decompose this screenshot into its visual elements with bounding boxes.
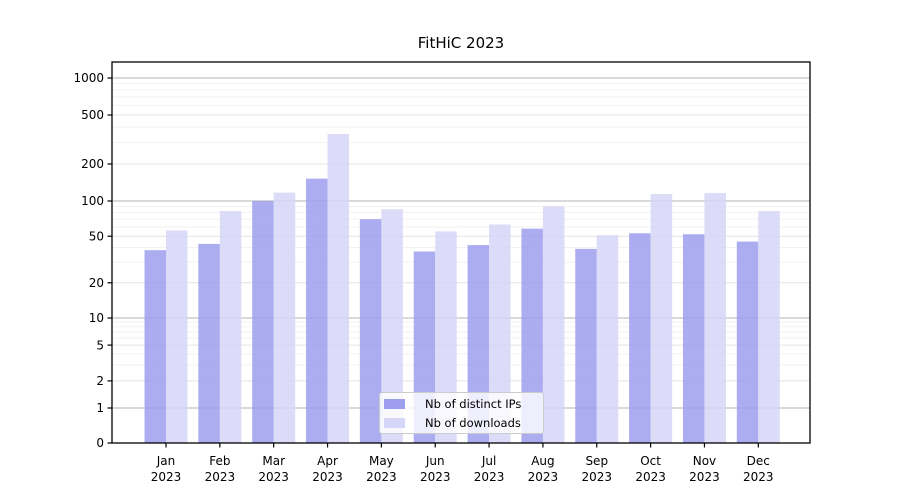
bar-ips-may <box>359 219 382 443</box>
plot-border <box>111 61 811 444</box>
legend-label-distinct-ips: Nb of distinct IPs <box>425 396 522 411</box>
y-tick-label: 1000 <box>73 71 104 85</box>
x-tick-label-year: 2023 <box>258 470 289 484</box>
bar-downloads-aug <box>542 206 565 443</box>
legend-swatch-downloads <box>384 417 405 428</box>
x-tick-label-year: 2023 <box>205 470 236 484</box>
bar-ips-oct <box>629 233 651 443</box>
y-tick-label: 20 <box>89 276 104 290</box>
x-tick-label-month: Feb <box>209 454 230 468</box>
x-tick-label-month: Jun <box>425 454 445 468</box>
x-tick-label-year: 2023 <box>474 470 505 484</box>
bar-downloads-nov <box>704 193 726 443</box>
y-tick-label: 2 <box>96 374 104 388</box>
y-tick-label: 200 <box>81 157 104 171</box>
y-tick-label: 0 <box>96 436 104 450</box>
x-tick-label-month: Jan <box>156 454 176 468</box>
x-tick-label-year: 2023 <box>312 470 343 484</box>
x-tick-label-month: Oct <box>640 454 661 468</box>
bar-ips-dec <box>736 241 759 443</box>
bar-ips-sep <box>575 248 597 443</box>
x-tick-label-year: 2023 <box>366 470 397 484</box>
x-tick-label-month: Apr <box>317 454 338 468</box>
chart-title: FitHiC 2023 <box>417 34 505 52</box>
bar-downloads-apr <box>327 134 350 443</box>
x-tick-label-month: Jul <box>481 454 496 468</box>
x-tick-label-month: Dec <box>747 454 770 468</box>
bar-downloads-jan <box>166 230 188 443</box>
x-tick-label-month: May <box>369 454 394 468</box>
legend-item-distinct-ips: Nb of distinct IPs <box>384 394 543 413</box>
x-tick-label-year: 2023 <box>528 470 559 484</box>
x-tick-label-month: Aug <box>531 454 554 468</box>
x-tick-label-month: Sep <box>585 454 608 468</box>
y-tick-label: 1 <box>96 401 104 415</box>
bar-downloads-jul <box>489 224 511 443</box>
legend-swatch-distinct-ips <box>384 398 405 409</box>
x-tick-label-year: 2023 <box>581 470 612 484</box>
bar-ips-nov <box>682 234 705 443</box>
bar-ips-jan <box>144 250 166 443</box>
bar-ips-feb <box>198 243 220 443</box>
bar-downloads-feb <box>219 211 242 443</box>
x-tick-label-month: Nov <box>693 454 716 468</box>
x-tick-label-year: 2023 <box>689 470 720 484</box>
y-tick-label: 5 <box>96 338 104 352</box>
bar-downloads-jun <box>435 231 457 443</box>
bar-ips-mar <box>252 201 274 443</box>
x-tick-label-year: 2023 <box>151 470 182 484</box>
x-tick-label-month: Mar <box>262 454 285 468</box>
bar-ips-aug <box>521 228 543 443</box>
y-tick-label: 50 <box>89 229 104 243</box>
bar-downloads-sep <box>596 235 619 443</box>
bar-downloads-may <box>381 209 403 443</box>
x-tick-label-year: 2023 <box>743 470 774 484</box>
bar-downloads-mar <box>273 192 296 443</box>
legend-item-downloads: Nb of downloads <box>384 413 543 432</box>
y-tick-label: 10 <box>89 311 104 325</box>
bar-downloads-oct <box>650 194 673 443</box>
x-tick-label-year: 2023 <box>635 470 666 484</box>
legend: Nb of distinct IPs Nb of downloads <box>379 392 544 434</box>
y-tick-label: 500 <box>81 108 104 122</box>
bar-downloads-dec <box>758 211 780 443</box>
x-tick-label-year: 2023 <box>420 470 451 484</box>
y-tick-label: 100 <box>81 194 104 208</box>
legend-label-downloads: Nb of downloads <box>425 415 521 430</box>
bar-ips-apr <box>306 178 328 443</box>
